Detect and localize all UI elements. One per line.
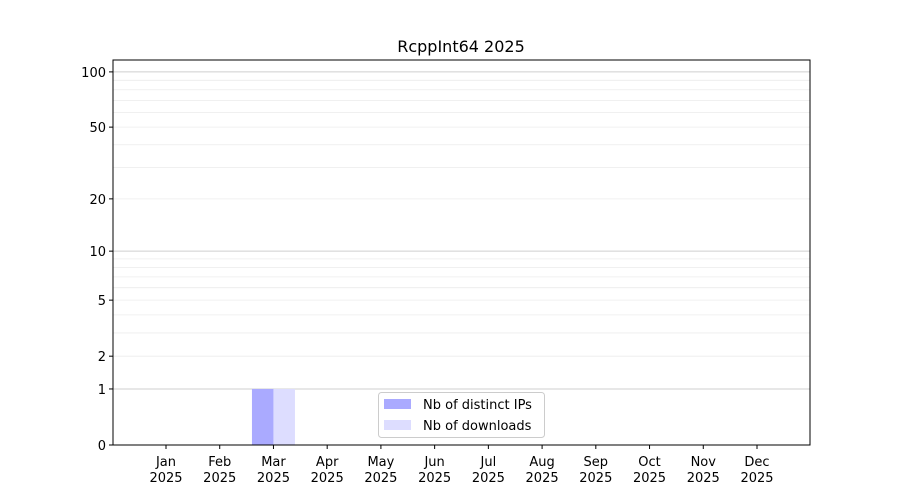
y-tick-label: 20: [89, 193, 106, 208]
x-tick-label: Feb 2025: [203, 455, 236, 486]
bar-distinct-ips: [251, 388, 274, 445]
x-tick-label: Oct 2025: [633, 455, 666, 486]
y-tick-label: 5: [98, 294, 106, 309]
x-tick-label: Dec 2025: [740, 455, 773, 486]
y-tick-label: 2: [98, 350, 106, 365]
x-tick-label: Sep 2025: [579, 455, 612, 486]
y-tick-label: 50: [89, 121, 106, 136]
x-tick-label: Jul 2025: [472, 455, 505, 486]
legend: Nb of distinct IPs Nb of downloads: [378, 392, 545, 438]
legend-box: [378, 392, 545, 438]
x-tick-label: Apr 2025: [311, 455, 344, 486]
y-tick-label: 10: [89, 245, 106, 260]
y-tick-label: 1: [98, 383, 106, 398]
x-tick-label: Jun 2025: [418, 455, 451, 486]
x-tick-label: May 2025: [364, 455, 397, 486]
y-tick-label: 0: [98, 439, 106, 454]
y-tick-label: 100: [81, 66, 106, 81]
legend-label: Nb of distinct IPs: [423, 398, 532, 413]
legend-swatch: [384, 399, 411, 409]
x-tick-label: Aug 2025: [526, 455, 559, 486]
x-tick-label: Jan 2025: [149, 455, 182, 486]
plot-area-frame: [112, 59, 811, 446]
legend-swatch: [384, 420, 411, 430]
x-tick-label: Mar 2025: [257, 455, 290, 486]
legend-label: Nb of downloads: [423, 419, 532, 434]
x-tick-label: Nov 2025: [687, 455, 720, 486]
bar-downloads: [273, 388, 295, 445]
chart-title: RcppInt64 2025: [397, 37, 525, 56]
